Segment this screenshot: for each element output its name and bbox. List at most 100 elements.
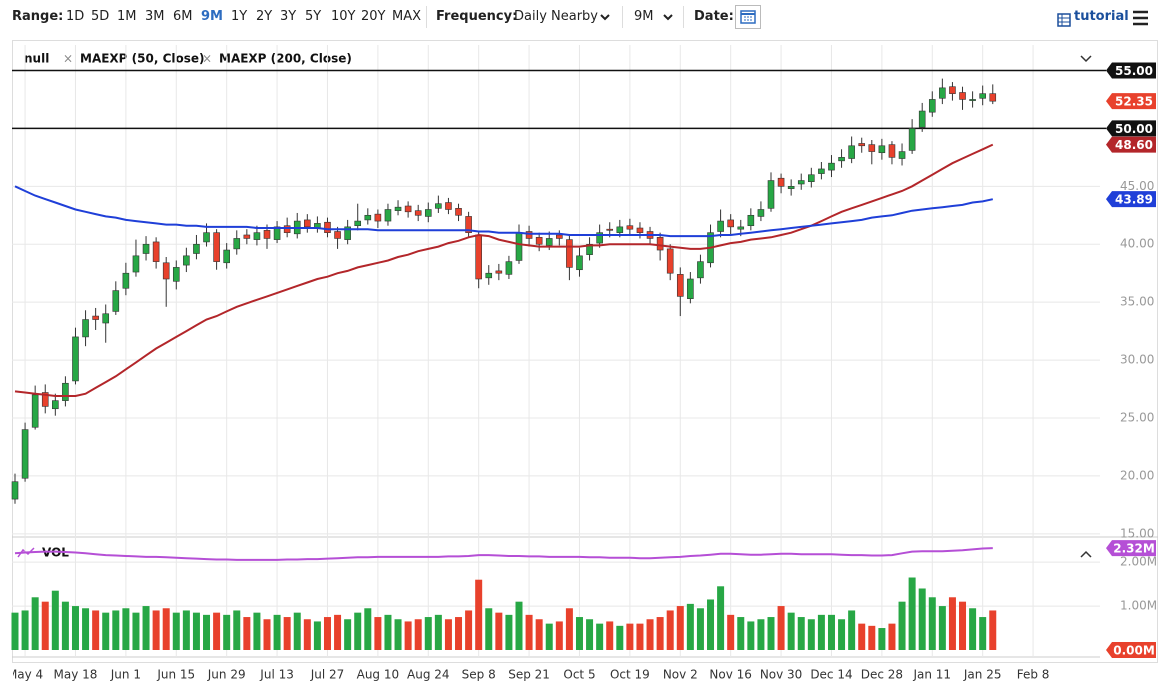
volume-bar [31,597,39,650]
collapse-chevron[interactable] [1080,55,1092,63]
range-button[interactable]: 5Y [305,9,322,24]
volume-bar [263,619,271,650]
chevron[interactable] [599,13,611,23]
candle-body [606,228,614,231]
volume-bar [938,606,946,650]
volume-bar [122,608,130,650]
volume-bar [777,606,785,650]
level-label: 55.00 [1115,64,1153,78]
range-button[interactable]: 1M [117,9,137,24]
candle-body [152,241,160,262]
range-button[interactable]: 1Y [231,9,248,24]
volume-bar [707,599,715,650]
candle-body [82,319,89,338]
volume-bar [475,579,483,650]
ma-line [14,143,994,397]
volume-bar [434,614,442,650]
candle-body [767,180,775,209]
volume-bar [334,614,342,650]
y-tick-label: 2.00M [1120,555,1157,569]
candle-body [959,92,966,100]
ma-value-label: 48.60 [1115,138,1153,152]
candle-body [626,225,634,230]
range-button[interactable]: 2Y [256,9,273,24]
tutorial-icon[interactable] [1057,13,1071,27]
candle-body [757,209,765,217]
volume-bar [545,623,553,650]
candle-body [525,231,533,239]
range-button[interactable]: 9M [201,9,223,24]
volume-bar [737,617,745,650]
x-tick-label: Aug 10 [357,668,400,682]
separator [622,6,623,28]
candle-body [273,226,281,240]
candle-body [888,144,896,158]
candle-body [243,234,251,239]
y-tick-label: 45.00 [1120,179,1154,193]
volume-bar [878,628,886,650]
calendar-button[interactable] [735,5,761,29]
volume-bar [51,590,59,650]
menu-button[interactable] [1132,10,1150,26]
x-tick-label: Nov 30 [760,668,803,682]
candle-body [878,145,886,154]
level-label: 50.00 [1115,122,1153,136]
candle-body [92,315,99,320]
chevron[interactable] [662,13,674,23]
candle-body [112,290,120,312]
range-button[interactable]: 20Y [361,9,386,24]
candle-body [334,231,341,239]
range-label: Range: [12,9,64,24]
volume-bar [646,619,654,650]
volume-bar [162,608,170,650]
candle-body [183,255,190,266]
candle-body [263,230,271,239]
period-dropdown[interactable]: 9M [634,9,654,24]
x-tick-label: May 4 [7,668,43,682]
candle-body [747,214,755,227]
range-button[interactable]: 5D [91,9,110,24]
volume-bar [989,610,997,650]
volume-bar [152,610,160,650]
x-tick-label: Jul 13 [259,668,294,682]
volume-bar [586,619,594,650]
candle-body [132,255,140,273]
date-label: Date: [694,9,734,24]
remove-icon[interactable]: × [63,52,73,66]
volume-bar [82,608,90,650]
candle-body [797,180,805,185]
y-tick-label: 20.00 [1120,468,1154,482]
volume-bar [717,586,725,650]
range-button[interactable]: 3M [145,9,165,24]
volume-bar [61,601,69,650]
frequency-dropdown[interactable]: Daily Nearby [514,9,599,24]
volume-bar [485,608,493,650]
range-button[interactable]: 1D [66,9,85,24]
range-button[interactable]: 10Y [331,9,356,24]
candle-body [495,270,503,274]
candle-body [737,226,745,230]
x-tick-label: Nov 2 [663,668,698,682]
candle-body [414,210,422,216]
range-button[interactable]: 6M [173,9,193,24]
candle-body [162,262,170,280]
volume-bar [838,619,846,650]
volume-bar [666,610,674,650]
remove-icon[interactable]: × [202,52,212,66]
volume-bar [747,621,755,650]
candle-body [52,400,59,410]
volume-bar [283,617,291,650]
collapse-chevron[interactable] [1080,550,1092,558]
candle-body [828,162,835,171]
candle-body [424,209,432,217]
candle-body [535,236,543,245]
range-button[interactable]: 3Y [280,9,297,24]
candle-body [777,177,785,187]
tutorial-link[interactable]: tutorial [1074,9,1129,24]
candle-body [485,272,493,279]
x-tick-label: Jan 11 [912,668,951,682]
candle-body [283,225,291,233]
range-button[interactable]: MAX [392,9,422,24]
candle-body [354,220,362,227]
candle-body [31,394,39,428]
